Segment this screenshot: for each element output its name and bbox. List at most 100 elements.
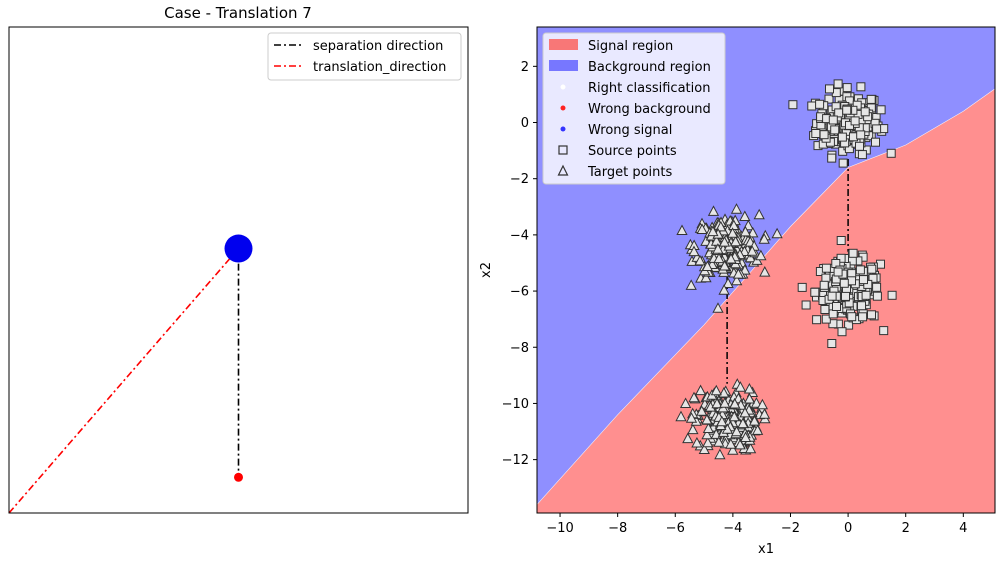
y-tick-label: −10 xyxy=(502,397,529,412)
target-point xyxy=(727,444,739,455)
source-point xyxy=(876,105,886,115)
source-point xyxy=(866,94,876,104)
y-tick-label: −12 xyxy=(502,453,529,468)
target-point xyxy=(712,302,724,313)
source-point xyxy=(871,137,880,147)
x-tick-label: −6 xyxy=(666,521,685,536)
target-point xyxy=(719,397,731,408)
target-point xyxy=(718,236,731,247)
target-point xyxy=(730,203,743,214)
target-point xyxy=(739,225,752,237)
source-point xyxy=(828,115,838,125)
source-point xyxy=(820,305,830,314)
source-point xyxy=(811,129,821,138)
target-point xyxy=(728,410,740,422)
source-point xyxy=(837,132,847,142)
legend-label-wrong-signal: Wrong signal xyxy=(588,123,672,138)
source-point xyxy=(839,278,849,288)
x-tick-label: 2 xyxy=(902,521,910,536)
line-translation xyxy=(8,248,240,514)
target-point xyxy=(755,249,767,261)
source-point xyxy=(821,314,831,324)
left-plot-frame xyxy=(8,26,469,514)
target-point xyxy=(729,397,741,409)
target-point xyxy=(710,235,723,246)
right-plot-frame xyxy=(536,26,996,514)
source-point xyxy=(850,116,860,126)
target-point xyxy=(744,442,757,454)
target-point xyxy=(701,428,713,440)
source-point xyxy=(832,302,841,311)
source-point xyxy=(860,107,870,117)
source-point xyxy=(879,326,889,336)
target-point xyxy=(682,432,694,444)
y-tick-label: −2 xyxy=(510,172,529,187)
source-point xyxy=(872,124,882,134)
source-point xyxy=(810,287,820,297)
source-point xyxy=(827,339,837,348)
target-point xyxy=(732,268,745,279)
target-point xyxy=(743,382,756,394)
target-point xyxy=(737,417,749,429)
source-point xyxy=(827,153,837,163)
legend-swatch-wrong-background xyxy=(560,105,566,111)
x-tick-label: −10 xyxy=(546,521,573,536)
legend-label-background-region: Background region xyxy=(588,60,711,75)
source-point xyxy=(887,290,897,300)
right-plot: −10 −8 −6 −4 −2 0 2 4 −12 −10 −8 −6 −4 −2 0 2 x1 x2 Sig… xyxy=(479,26,996,557)
source-point xyxy=(856,82,866,92)
target-point xyxy=(685,412,698,423)
source-point xyxy=(828,319,838,329)
target-point xyxy=(744,251,757,263)
target-point xyxy=(696,223,708,234)
target-point xyxy=(739,210,751,221)
source-point xyxy=(841,291,850,301)
target-point xyxy=(694,254,706,266)
target-point xyxy=(731,274,743,286)
legend-swatch-wrong-signal xyxy=(560,126,566,132)
source-point xyxy=(867,310,876,320)
source-point xyxy=(827,291,837,301)
y-tick-label: −8 xyxy=(510,341,529,356)
target-point xyxy=(725,252,737,264)
target-point xyxy=(746,245,758,256)
left-legend-box xyxy=(267,32,462,81)
source-point xyxy=(819,280,829,290)
signal-region xyxy=(537,88,995,513)
legend-label-right-classification: Right classification xyxy=(588,81,710,96)
target-point xyxy=(725,438,737,449)
target-point xyxy=(710,384,722,396)
target-point xyxy=(729,235,742,247)
target-point xyxy=(712,243,724,254)
cluster-target-top xyxy=(676,203,783,313)
target-point xyxy=(722,277,734,288)
target-point xyxy=(734,381,747,392)
source-point xyxy=(857,150,867,160)
x-axis-label: x1 xyxy=(758,542,774,557)
cluster-source-bottom xyxy=(797,236,897,348)
left-legend-label-translation: translation_direction xyxy=(313,60,446,75)
cluster-source-top xyxy=(788,79,896,168)
right-legend: Signal region Background region Right cl… xyxy=(542,32,726,185)
target-point xyxy=(756,398,769,410)
source-point xyxy=(836,236,846,245)
cluster-target-bottom xyxy=(675,378,771,460)
source-point xyxy=(821,263,831,273)
decision-boundary xyxy=(537,88,995,505)
target-point xyxy=(675,410,687,422)
target-point xyxy=(771,227,783,239)
direction-lines xyxy=(537,88,995,505)
legend-swatch-target-points xyxy=(557,164,569,176)
legend-label-target-points: Target points xyxy=(587,165,673,180)
target-point xyxy=(726,227,739,238)
right-plot-axes: −10 −8 −6 −4 −2 0 2 4 −12 −10 −8 −6 −4 −2 0 2 xyxy=(502,60,968,536)
source-point xyxy=(837,327,847,337)
target-point xyxy=(718,284,730,295)
legend-swatch-source-points xyxy=(558,145,568,155)
source-point xyxy=(861,290,871,300)
source-point xyxy=(868,273,878,283)
left-plot-marks xyxy=(8,234,253,514)
target-point xyxy=(747,226,759,238)
y-tick-label: −6 xyxy=(510,285,529,300)
